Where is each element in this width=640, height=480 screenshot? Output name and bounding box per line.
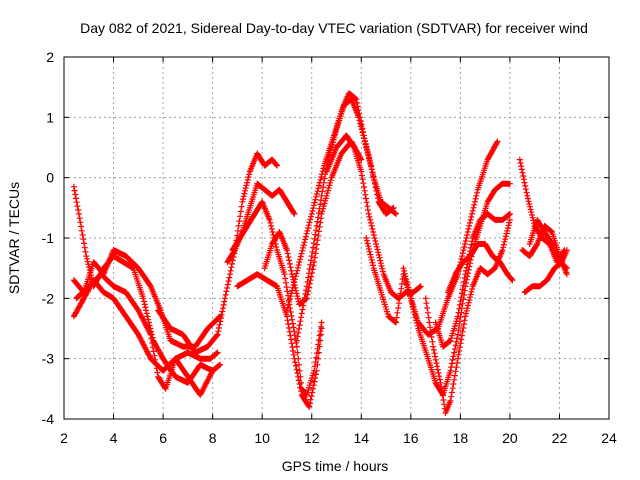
series-track-5 — [155, 150, 280, 356]
data-markers — [73, 271, 216, 398]
x-tick-label: 10 — [254, 430, 270, 446]
x-tick-label: 24 — [601, 430, 617, 446]
grid-lines — [64, 57, 609, 419]
data-points — [70, 90, 570, 416]
y-tick-label: 0 — [46, 170, 54, 186]
series-track-17 — [445, 241, 516, 296]
series-track-21 — [526, 216, 570, 272]
y-tick-label: -1 — [42, 230, 55, 246]
x-axis-ticks: 2 4 6 8 10 12 14 16 18 20 22 24 — [60, 57, 617, 446]
data-markers — [70, 247, 224, 350]
y-tick-label: -2 — [42, 290, 55, 306]
data-markers — [422, 216, 513, 416]
x-tick-label: 4 — [110, 430, 118, 446]
data-markers — [229, 198, 325, 398]
x-tick-label: 18 — [453, 430, 469, 446]
series-track-20 — [521, 247, 570, 296]
data-markers — [526, 216, 570, 272]
series-track-8 — [234, 271, 325, 410]
data-markers — [234, 271, 325, 410]
series-track-15 — [422, 216, 513, 416]
series-track-4 — [73, 271, 216, 398]
data-markers — [155, 150, 280, 356]
chart-title: Day 082 of 2021, Sidereal Day-to-day VTE… — [80, 20, 588, 36]
x-tick-label: 16 — [403, 430, 419, 446]
data-markers — [293, 96, 399, 344]
y-tick-label: 2 — [46, 49, 54, 65]
series-track-3 — [70, 247, 224, 350]
x-tick-label: 22 — [552, 430, 568, 446]
y-axis-ticks: -4 -3 -2 -1 0 1 2 — [42, 49, 609, 427]
x-axis-label: GPS time / hours — [282, 458, 389, 474]
data-markers — [445, 241, 516, 296]
x-tick-label: 14 — [353, 430, 369, 446]
data-markers — [521, 247, 570, 296]
y-axis-label: SDTVAR / TECUs — [6, 182, 22, 294]
y-tick-label: -3 — [42, 351, 55, 367]
x-tick-label: 8 — [209, 430, 217, 446]
x-tick-label: 20 — [502, 430, 518, 446]
y-tick-label: 1 — [46, 109, 54, 125]
x-tick-label: 6 — [159, 430, 167, 446]
series-track-11 — [293, 96, 399, 344]
x-tick-label: 2 — [60, 430, 68, 446]
x-tick-label: 12 — [304, 430, 320, 446]
series-track-7 — [229, 198, 325, 398]
y-tick-label: -4 — [42, 411, 55, 427]
